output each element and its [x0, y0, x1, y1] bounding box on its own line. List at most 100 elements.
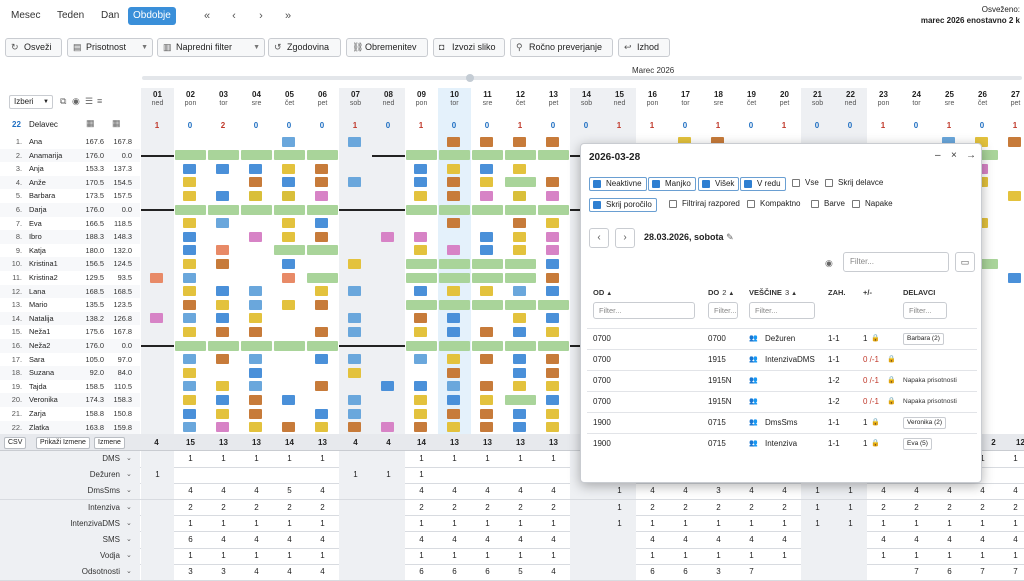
checkbox-skrij-poročilo[interactable]: Skrij poročilo	[589, 198, 657, 212]
day-header[interactable]: 21 sob	[801, 90, 834, 108]
shift-cell[interactable]	[282, 218, 295, 229]
shift-cell[interactable]	[348, 286, 361, 297]
employee-row[interactable]: 16. Neža2 176.0 0.0	[0, 339, 140, 353]
chevron-down-icon[interactable]: ⌄	[126, 552, 132, 560]
shift-cell[interactable]	[216, 245, 229, 256]
checkbox-skrij-delavce[interactable]: Skrij delavce	[822, 177, 888, 191]
day-header[interactable]: 03 tor	[207, 90, 240, 108]
shift-cell[interactable]	[315, 218, 328, 229]
shift-cell[interactable]	[414, 422, 427, 433]
select-dropdown[interactable]: Izberi ▼	[9, 95, 53, 109]
folder-button[interactable]: ▭	[955, 252, 975, 272]
shift-cell[interactable]	[439, 258, 470, 269]
shift-cell[interactable]	[546, 272, 559, 283]
shift-cell[interactable]	[150, 313, 163, 324]
filter-input[interactable]: Filter...	[843, 252, 949, 272]
shift-cell[interactable]	[447, 381, 460, 392]
worker-tag[interactable]: Veronika (2)	[903, 417, 947, 429]
shift-cell[interactable]	[175, 340, 206, 351]
shift-cell[interactable]	[315, 299, 328, 310]
shift-cell[interactable]	[249, 367, 262, 378]
shift-cell[interactable]	[406, 340, 437, 351]
shift-cell[interactable]	[216, 408, 229, 419]
employee-row[interactable]: 17. Sara 105.0 97.0	[0, 353, 140, 367]
shift-cell[interactable]	[505, 204, 536, 215]
copy-icon[interactable]: ⧉	[60, 96, 67, 106]
shift-cell[interactable]	[307, 150, 338, 161]
shift-cell[interactable]	[315, 422, 328, 433]
shift-cell[interactable]	[546, 286, 559, 297]
prev-period-icon[interactable]: ‹	[232, 10, 236, 22]
shift-cell[interactable]	[472, 299, 503, 310]
column-header-delavci[interactable]: DELAVCI	[903, 288, 935, 297]
shift-cell[interactable]	[183, 381, 196, 392]
day-header[interactable]: 15 ned	[603, 90, 636, 108]
shift-cell[interactable]	[447, 408, 460, 419]
day-header[interactable]: 17 tor	[669, 90, 702, 108]
employee-row[interactable]: 19. Tajda 158.5 110.5	[0, 380, 140, 394]
shift-cell[interactable]	[307, 245, 338, 256]
shift-cell[interactable]	[315, 381, 328, 392]
shift-cell[interactable]	[150, 272, 163, 283]
employee-row[interactable]: 3. Anja 153.3 137.3	[0, 162, 140, 176]
shift-cell[interactable]	[274, 204, 305, 215]
shift-cell[interactable]	[472, 204, 503, 215]
shift-cell[interactable]	[282, 136, 295, 147]
shift-cell[interactable]	[546, 394, 559, 405]
shift-cell[interactable]	[183, 299, 196, 310]
checkbox-kompaktno[interactable]: Kompaktno	[744, 198, 805, 212]
shift-cell[interactable]	[183, 272, 196, 283]
shift-cell[interactable]	[439, 299, 470, 310]
period-slider[interactable]	[142, 76, 1022, 80]
shift-cell[interactable]	[513, 354, 526, 365]
day-header[interactable]: 27 pet	[999, 90, 1024, 108]
employee-row[interactable]: 18. Suzana 92.0 84.0	[0, 366, 140, 380]
lock-icon[interactable]: 🔒	[887, 377, 896, 384]
shift-cell[interactable]	[208, 204, 239, 215]
shift-cell[interactable]	[183, 394, 196, 405]
shift-cell[interactable]	[249, 231, 262, 242]
shift-cell[interactable]	[216, 190, 229, 201]
shift-cell[interactable]	[315, 177, 328, 188]
shift-cell[interactable]	[183, 231, 196, 242]
employee-row[interactable]: 1. Ana 167.6 167.8	[0, 135, 140, 149]
shift-cell[interactable]	[505, 340, 536, 351]
lock-icon[interactable]: 🔒	[887, 398, 896, 405]
chevron-down-icon[interactable]: ⌄	[126, 455, 132, 462]
shift-cell[interactable]	[282, 299, 295, 310]
shift-cell[interactable]	[546, 354, 559, 365]
shift-cell[interactable]	[480, 286, 493, 297]
shift-cell[interactable]	[249, 299, 262, 310]
shift-cell[interactable]	[414, 381, 427, 392]
shift-cell[interactable]	[1008, 136, 1021, 147]
checkbox-barve[interactable]: Barve	[808, 198, 849, 212]
shift-cell[interactable]	[216, 326, 229, 337]
filter-icon[interactable]: ≡	[97, 96, 103, 106]
eye-icon[interactable]: ◉	[825, 258, 833, 268]
shift-cell[interactable]	[183, 422, 196, 433]
employee-row[interactable]: 7. Eva 166.5 118.5	[0, 217, 140, 231]
eye-icon[interactable]: ◉	[72, 96, 80, 106]
day-header[interactable]: 22 ned	[834, 90, 867, 108]
summary-prikaži-izmene-button[interactable]: Prikaži Izmene	[36, 437, 90, 449]
shift-cell[interactable]	[315, 163, 328, 174]
sort-icon[interactable]: ▲	[728, 291, 735, 297]
shift-cell[interactable]	[447, 394, 460, 405]
shift-cell[interactable]	[282, 231, 295, 242]
shift-cell[interactable]	[505, 258, 536, 269]
calendar-icon[interactable]: ▦	[86, 118, 95, 128]
osveži-button[interactable]: ↻ Osveži	[5, 38, 62, 57]
checkbox-manjko[interactable]: Manjko	[648, 177, 696, 191]
employee-row[interactable]: 22. Zlatka 163.8 159.8	[0, 420, 140, 434]
employee-row[interactable]: 20. Veronika 174.3 158.3	[0, 393, 140, 407]
shift-cell[interactable]	[480, 245, 493, 256]
shift-cell[interactable]	[505, 150, 536, 161]
employee-row[interactable]: 6. Darja 176.0 0.0	[0, 203, 140, 217]
edit-icon[interactable]: ✎	[726, 232, 734, 242]
shift-cell[interactable]	[183, 313, 196, 324]
shift-cell[interactable]	[249, 286, 262, 297]
shift-cell[interactable]	[249, 354, 262, 365]
tab-teden[interactable]: Teden	[57, 10, 85, 21]
shift-cell[interactable]	[274, 150, 305, 161]
shift-row[interactable]: 1900 0715 👥 Intenziva 1-1 1 🔒 Eva (5)	[587, 433, 977, 454]
